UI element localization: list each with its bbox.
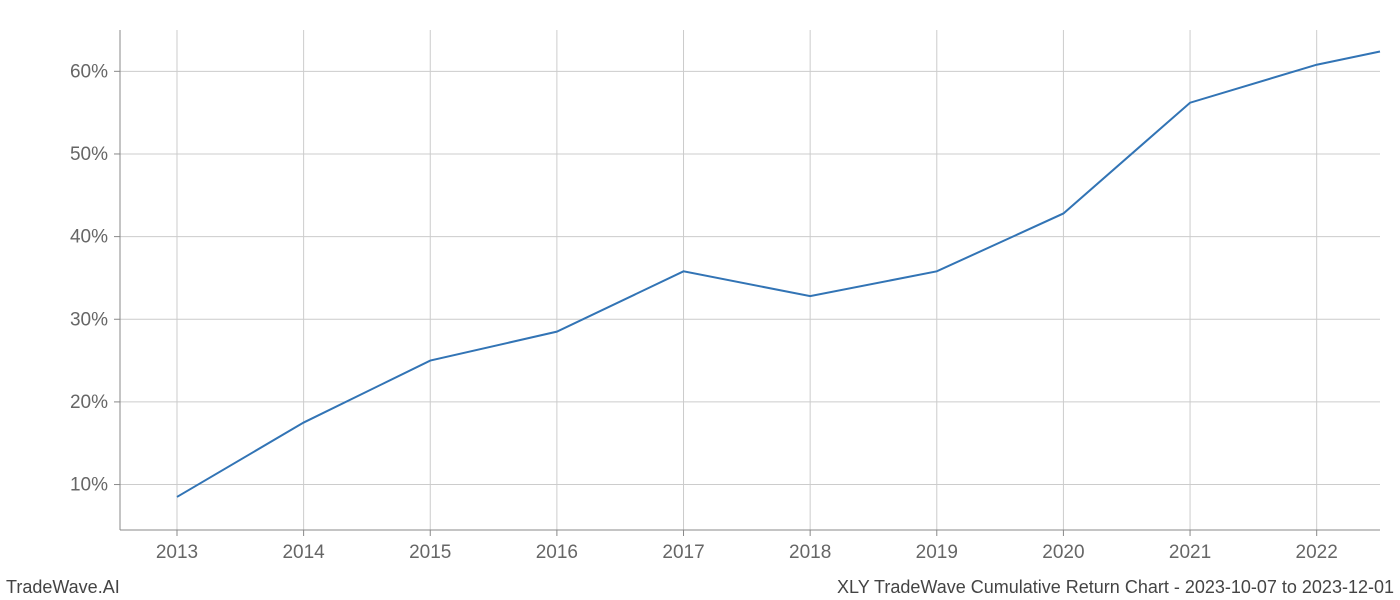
footer-caption: XLY TradeWave Cumulative Return Chart - … [837,577,1394,598]
x-tick-label: 2015 [409,542,451,563]
y-tick-label: 20% [70,392,108,413]
y-tick-label: 50% [70,144,108,165]
footer-brand: TradeWave.AI [6,577,120,598]
y-tick-label: 40% [70,227,108,248]
y-tick-label: 60% [70,61,108,82]
x-tick-label: 2014 [282,542,325,563]
series-line [177,51,1380,496]
x-tick-label: 2018 [789,542,831,563]
line-chart: 2013 2014 2015 2016 2017 2018 2019 2020 2021 2022… [0,0,1400,600]
x-tick-label: 2022 [1296,542,1338,563]
y-tick-label: 10% [70,475,108,496]
chart-container: 2013 2014 2015 2016 2017 2018 2019 2020 2021 2022… [0,0,1400,600]
x-tick-label: 2017 [662,542,704,563]
x-tick-label: 2016 [536,542,578,563]
x-tick-label: 2020 [1042,542,1084,563]
x-tick-label: 2021 [1169,542,1211,563]
x-tick-label: 2019 [916,542,958,563]
y-tick-label: 30% [70,309,108,330]
x-tick-label: 2013 [156,542,198,563]
